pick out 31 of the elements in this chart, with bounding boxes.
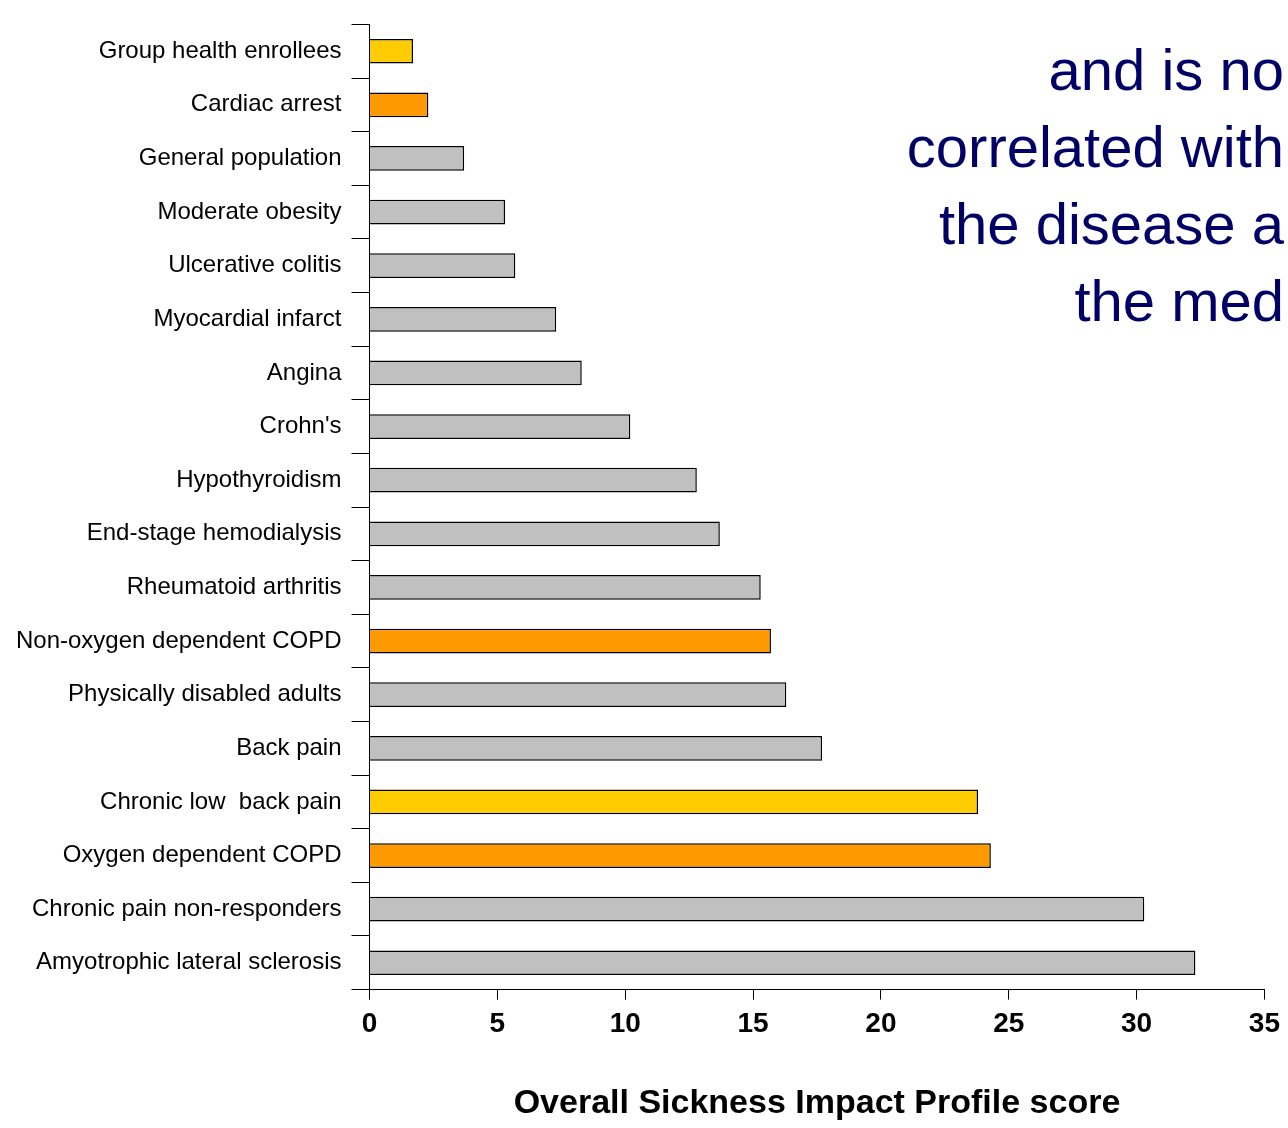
annotation: and is no	[1048, 37, 1284, 102]
y-tick-label: Chronic low back pain	[100, 786, 342, 814]
y-tick-label: Physically disabled adults	[68, 679, 342, 707]
y-tick-label: Back pain	[236, 732, 342, 760]
y-tick-label: Rheumatoid arthritis	[126, 572, 342, 600]
annotation: the med	[1074, 268, 1284, 333]
y-tick-label: Crohn's	[259, 411, 342, 439]
x-tick-label: 10	[609, 1007, 641, 1039]
annotation: the disease a	[938, 191, 1285, 256]
y-tick-label: General population	[138, 143, 342, 171]
y-tick-label: Amyotrophic lateral sclerosis	[36, 947, 342, 975]
y-tick-label: Group health enrollees	[98, 35, 342, 63]
y-tick-label: End-stage hemodialysis	[86, 518, 342, 546]
x-tick-label: 20	[865, 1007, 897, 1039]
x-tick-label: 35	[1248, 1007, 1281, 1039]
x-tick-label: 5	[489, 1007, 506, 1039]
x-tick-label: 0	[361, 1007, 378, 1039]
y-tick-label: Cardiac arrest	[190, 89, 342, 117]
y-tick-label: Moderate obesity	[157, 196, 342, 224]
y-tick-label: Angina	[266, 357, 343, 385]
y-tick-label: Myocardial infarct	[153, 303, 342, 331]
y-tick-label: Non-oxygen dependent COPD	[15, 625, 342, 653]
y-tick-label: Hypothyroidism	[176, 464, 342, 492]
annotation: correlated with	[906, 114, 1284, 179]
x-tick-label: 30	[1121, 1007, 1153, 1039]
x-tick-label: 25	[993, 1007, 1025, 1039]
y-tick-label: Oxygen dependent COPD	[62, 840, 342, 868]
y-tick-label: Chronic pain non-responders	[32, 893, 342, 921]
x-tick-label: 15	[737, 1007, 769, 1039]
x-axis-title: Overall Sickness Impact Profile score	[513, 1081, 1121, 1120]
y-tick-label: Ulcerative colitis	[168, 250, 342, 278]
